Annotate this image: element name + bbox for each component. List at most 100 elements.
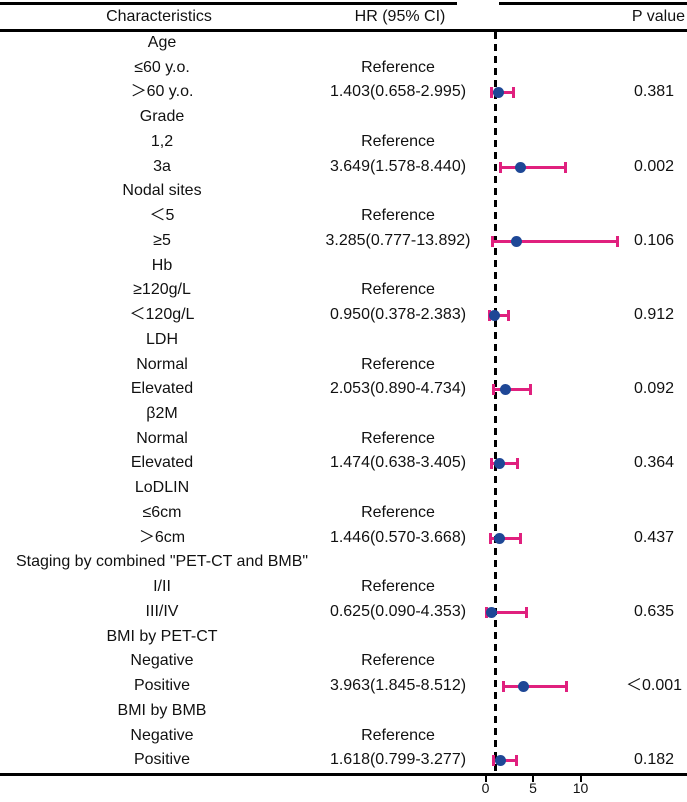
- hr-ci-value: Reference: [361, 578, 435, 596]
- ci-cap-left: [490, 87, 494, 99]
- hr-ci-value: Reference: [361, 281, 435, 299]
- axis-tick: [579, 775, 582, 782]
- ci-cap-right: [515, 755, 519, 767]
- hr-ci-value: Reference: [361, 726, 435, 744]
- row-label: ＜120g/L: [129, 306, 195, 324]
- point-marker: [499, 384, 511, 396]
- row-label: ≥5: [153, 231, 171, 249]
- group-label: Hb: [151, 256, 173, 274]
- point-marker: [493, 87, 505, 99]
- header-underline: [0, 28, 687, 32]
- ci-cap-left: [490, 458, 494, 470]
- hr-ci-value: Reference: [361, 207, 435, 225]
- p-value: 0.106: [633, 231, 675, 249]
- ci-bar: [503, 684, 567, 688]
- row-label: III/IV: [145, 602, 179, 620]
- ci-bar: [490, 536, 521, 540]
- p-value: 0.364: [633, 454, 675, 472]
- column-header-p-value: P value: [631, 8, 685, 25]
- ci-cap-right: [525, 606, 529, 618]
- ci-cap-right: [564, 680, 568, 692]
- point-marker: [495, 755, 507, 767]
- point-marker: [494, 458, 505, 470]
- hr-ci-value: Reference: [361, 132, 435, 150]
- row-label: ≥120g/L: [133, 281, 191, 299]
- point-marker: [511, 235, 523, 247]
- ci-cap-left: [492, 384, 496, 396]
- hr-ci-value: Reference: [361, 652, 435, 670]
- axis-tick: [532, 775, 534, 782]
- p-value: 0.092: [633, 380, 675, 398]
- hr-ci-value: 0.950(0.378-2.383): [329, 306, 467, 324]
- ci-cap-right: [506, 309, 510, 321]
- group-label: LoDLIN: [134, 479, 190, 497]
- row-label: ＞60 y.o.: [130, 83, 194, 101]
- row-label: ＜5: [149, 207, 175, 225]
- point-marker: [493, 532, 505, 544]
- p-value: 0.635: [633, 602, 675, 620]
- row-label: Positive: [133, 751, 191, 769]
- hr-ci-value: 1.618(0.799-3.277): [329, 751, 467, 769]
- ci-cap-right: [518, 532, 522, 544]
- ci-bar: [493, 388, 531, 392]
- top-border-gap: [457, 0, 499, 6]
- ci-cap-left: [501, 680, 505, 692]
- group-label: Nodal sites: [122, 182, 202, 200]
- ci-cap-right: [528, 384, 532, 396]
- ci-cap-left: [491, 235, 495, 247]
- hr-ci-value: 1.474(0.638-3.405): [329, 454, 467, 472]
- hr-ci-value: 3.963(1.845-8.512): [329, 677, 467, 695]
- axis-tick-label: 0: [481, 780, 490, 796]
- hr-ci-value: 1.446(0.570-3.668): [329, 528, 467, 546]
- group-label: BMI by BMB: [117, 701, 207, 719]
- p-value: 0.381: [633, 83, 675, 101]
- point-marker: [517, 680, 529, 692]
- p-value: 0.182: [633, 751, 675, 769]
- hr-ci-value: 3.285(0.777-13.892): [325, 231, 471, 249]
- row-label: Negative: [130, 726, 194, 744]
- top-border: [0, 2, 687, 5]
- ci-cap-left: [498, 161, 502, 173]
- reference-line-hr1: [493, 32, 497, 773]
- p-value: 0.002: [633, 157, 675, 175]
- ci-bar: [486, 610, 527, 614]
- group-label: β2M: [146, 405, 178, 422]
- axis-tick: [484, 775, 487, 782]
- ci-cap-right: [516, 458, 520, 470]
- point-marker: [489, 309, 501, 321]
- p-value: 0.912: [633, 306, 675, 324]
- p-value: 0.437: [633, 528, 675, 546]
- row-label: ＞6cm: [138, 528, 186, 546]
- group-label: BMI by PET-CT: [106, 627, 218, 645]
- ci-bar: [492, 239, 618, 243]
- hr-ci-value: 3.649(1.578-8.440): [329, 157, 467, 175]
- group-label: Staging by combined "PET-CT and BMB": [15, 553, 309, 571]
- ci-cap-right: [615, 235, 619, 247]
- hr-ci-value: Reference: [361, 355, 435, 373]
- hr-ci-value: 0.625(0.090-4.353): [329, 602, 467, 620]
- row-label: Elevated: [130, 380, 194, 398]
- row-label: ≤6cm: [142, 503, 182, 521]
- point-marker: [485, 606, 497, 618]
- ci-cap-left: [491, 755, 495, 767]
- group-label: Grade: [139, 108, 185, 126]
- ci-cap-right: [564, 161, 568, 173]
- row-label: Elevated: [130, 454, 194, 472]
- axis-tick-label: 5: [529, 780, 537, 796]
- row-label: ≤60 y.o.: [134, 58, 190, 76]
- row-label: Normal: [136, 429, 188, 447]
- hr-ci-value: Reference: [361, 503, 435, 521]
- ci-bar: [500, 165, 566, 169]
- group-label: LDH: [145, 330, 178, 348]
- hr-ci-value: Reference: [361, 429, 435, 447]
- row-label: I/II: [153, 578, 171, 596]
- row-label: Positive: [133, 677, 191, 695]
- hr-ci-value: 2.053(0.890-4.734): [329, 380, 467, 398]
- row-label: Negative: [130, 652, 194, 670]
- ci-cap-right: [512, 87, 516, 99]
- p-value: ＜0.001: [625, 677, 683, 695]
- row-label: Normal: [136, 355, 188, 373]
- group-label: Age: [147, 34, 177, 51]
- column-header-hr-ci: HR (95% CI): [354, 8, 446, 25]
